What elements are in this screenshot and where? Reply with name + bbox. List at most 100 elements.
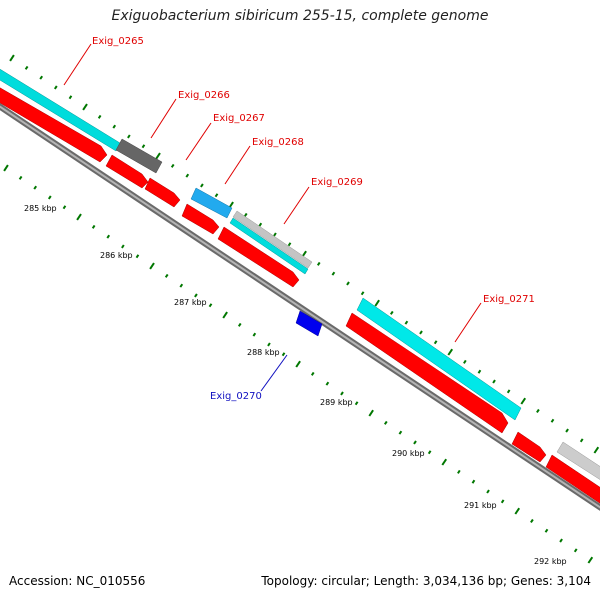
tick-mark xyxy=(360,291,365,296)
gene-labels: Exig_0265 Exig_0266 Exig_0267 Exig_0268 … xyxy=(92,36,535,402)
tick-mark xyxy=(316,261,321,266)
tick-mark xyxy=(258,222,263,227)
tick-mark xyxy=(252,332,257,337)
tick-mark xyxy=(463,359,467,364)
backbone xyxy=(0,103,600,511)
tick-mark xyxy=(53,85,58,90)
gene-arrow-red-next[interactable] xyxy=(511,431,547,463)
tick-mark xyxy=(47,195,52,200)
tick-mark xyxy=(573,548,578,553)
gene-arrow-red-far[interactable] xyxy=(545,454,600,510)
tick-mark xyxy=(295,360,301,368)
tick-mark xyxy=(200,183,204,188)
position-labels: 285 kbp 286 kbp 287 kbp 288 kbp 289 kbp … xyxy=(24,204,567,566)
tick-mark xyxy=(170,163,175,168)
tick-mark xyxy=(33,185,38,190)
gene-arrow-exig-0269[interactable] xyxy=(217,226,300,288)
gene-arrow-exig-0265[interactable] xyxy=(0,82,108,163)
tick-mark xyxy=(310,371,315,376)
tick-mark xyxy=(24,65,29,70)
inner-tick-marks xyxy=(3,164,594,564)
tick-mark xyxy=(427,450,432,455)
tick-mark xyxy=(398,430,403,435)
gene-arrow-exig-0271[interactable] xyxy=(345,312,509,434)
tick-mark xyxy=(208,303,213,308)
gene-label-exig-0268[interactable]: Exig_0268 xyxy=(252,137,304,148)
gene-label-exig-0270[interactable]: Exig_0270 xyxy=(210,391,262,402)
tick-mark xyxy=(413,440,417,445)
gene-arrow-exig-0270[interactable] xyxy=(295,310,323,337)
tick-mark xyxy=(97,114,102,119)
tick-mark xyxy=(194,293,198,298)
feature-bars xyxy=(0,63,600,486)
cyan-feature-3[interactable] xyxy=(356,297,522,421)
tick-mark xyxy=(346,281,350,286)
tick-mark xyxy=(106,234,111,239)
tick-mark xyxy=(374,299,380,307)
tick-mark xyxy=(127,134,131,139)
tick-mark xyxy=(39,75,44,80)
tick-mark xyxy=(520,397,527,405)
map-title: Exiguobacterium sibiricum 255-15, comple… xyxy=(111,8,489,24)
tick-mark xyxy=(486,489,490,494)
tick-mark xyxy=(243,212,248,217)
position-label: 292 kbp xyxy=(534,557,567,566)
tick-mark xyxy=(62,205,67,210)
accession-text: Accession: NC_010556 xyxy=(9,574,146,588)
tick-mark xyxy=(565,428,569,433)
gene-arrow-exig-0266[interactable] xyxy=(105,154,149,189)
tick-mark xyxy=(155,152,161,160)
gray-feature-2[interactable] xyxy=(232,210,313,269)
tick-mark xyxy=(281,352,286,357)
tick-mark xyxy=(471,479,476,484)
tick-mark xyxy=(267,342,271,347)
gene-label-exig-0266[interactable]: Exig_0266 xyxy=(178,90,230,101)
tick-mark xyxy=(514,507,521,515)
gray-feature-1[interactable] xyxy=(115,138,163,174)
gene-arrow-exig-0267[interactable] xyxy=(144,177,181,208)
tick-mark xyxy=(559,538,563,543)
tick-mark xyxy=(340,391,344,396)
position-label: 287 kbp xyxy=(174,298,207,307)
tick-mark xyxy=(506,389,511,394)
gene-label-exig-0269[interactable]: Exig_0269 xyxy=(311,177,363,188)
cyan-feature-1[interactable] xyxy=(0,63,121,152)
gene-label-exig-0265[interactable]: Exig_0265 xyxy=(92,36,144,47)
tick-mark xyxy=(149,262,155,270)
tick-mark xyxy=(237,322,242,327)
tick-mark xyxy=(273,232,277,237)
tick-mark xyxy=(457,469,461,474)
cds-arrows xyxy=(0,82,600,510)
topology-text: Topology: circular; Length: 3,034,136 bp… xyxy=(261,574,591,588)
cyan-feature-2[interactable] xyxy=(229,217,309,275)
tick-mark xyxy=(419,330,423,335)
gene-label-exig-0271[interactable]: Exig_0271 xyxy=(483,294,535,305)
tick-mark xyxy=(214,193,219,198)
tick-mark xyxy=(579,438,584,443)
tick-mark xyxy=(536,408,540,413)
tick-mark xyxy=(492,379,496,384)
tick-mark xyxy=(383,420,388,425)
tick-mark xyxy=(141,144,146,149)
label-leaders xyxy=(63,43,482,392)
position-label: 291 kbp xyxy=(464,501,497,510)
gene-arrow-exig-0268[interactable] xyxy=(181,203,220,235)
tick-mark xyxy=(164,273,169,278)
tick-mark xyxy=(500,499,505,504)
tick-mark xyxy=(18,175,23,180)
tick-mark xyxy=(368,409,374,417)
tick-mark xyxy=(3,164,9,172)
tick-mark xyxy=(68,95,73,100)
tick-mark xyxy=(544,528,549,533)
tick-mark xyxy=(433,340,438,345)
tick-mark xyxy=(441,458,448,466)
tick-mark xyxy=(477,369,482,374)
position-label: 289 kbp xyxy=(320,398,353,407)
position-label: 288 kbp xyxy=(247,348,280,357)
tick-mark xyxy=(389,310,394,315)
lightblue-feature[interactable] xyxy=(190,187,233,219)
gray-feature-3[interactable] xyxy=(556,441,600,486)
gene-label-exig-0267[interactable]: Exig_0267 xyxy=(213,113,265,124)
tick-mark xyxy=(354,401,359,406)
